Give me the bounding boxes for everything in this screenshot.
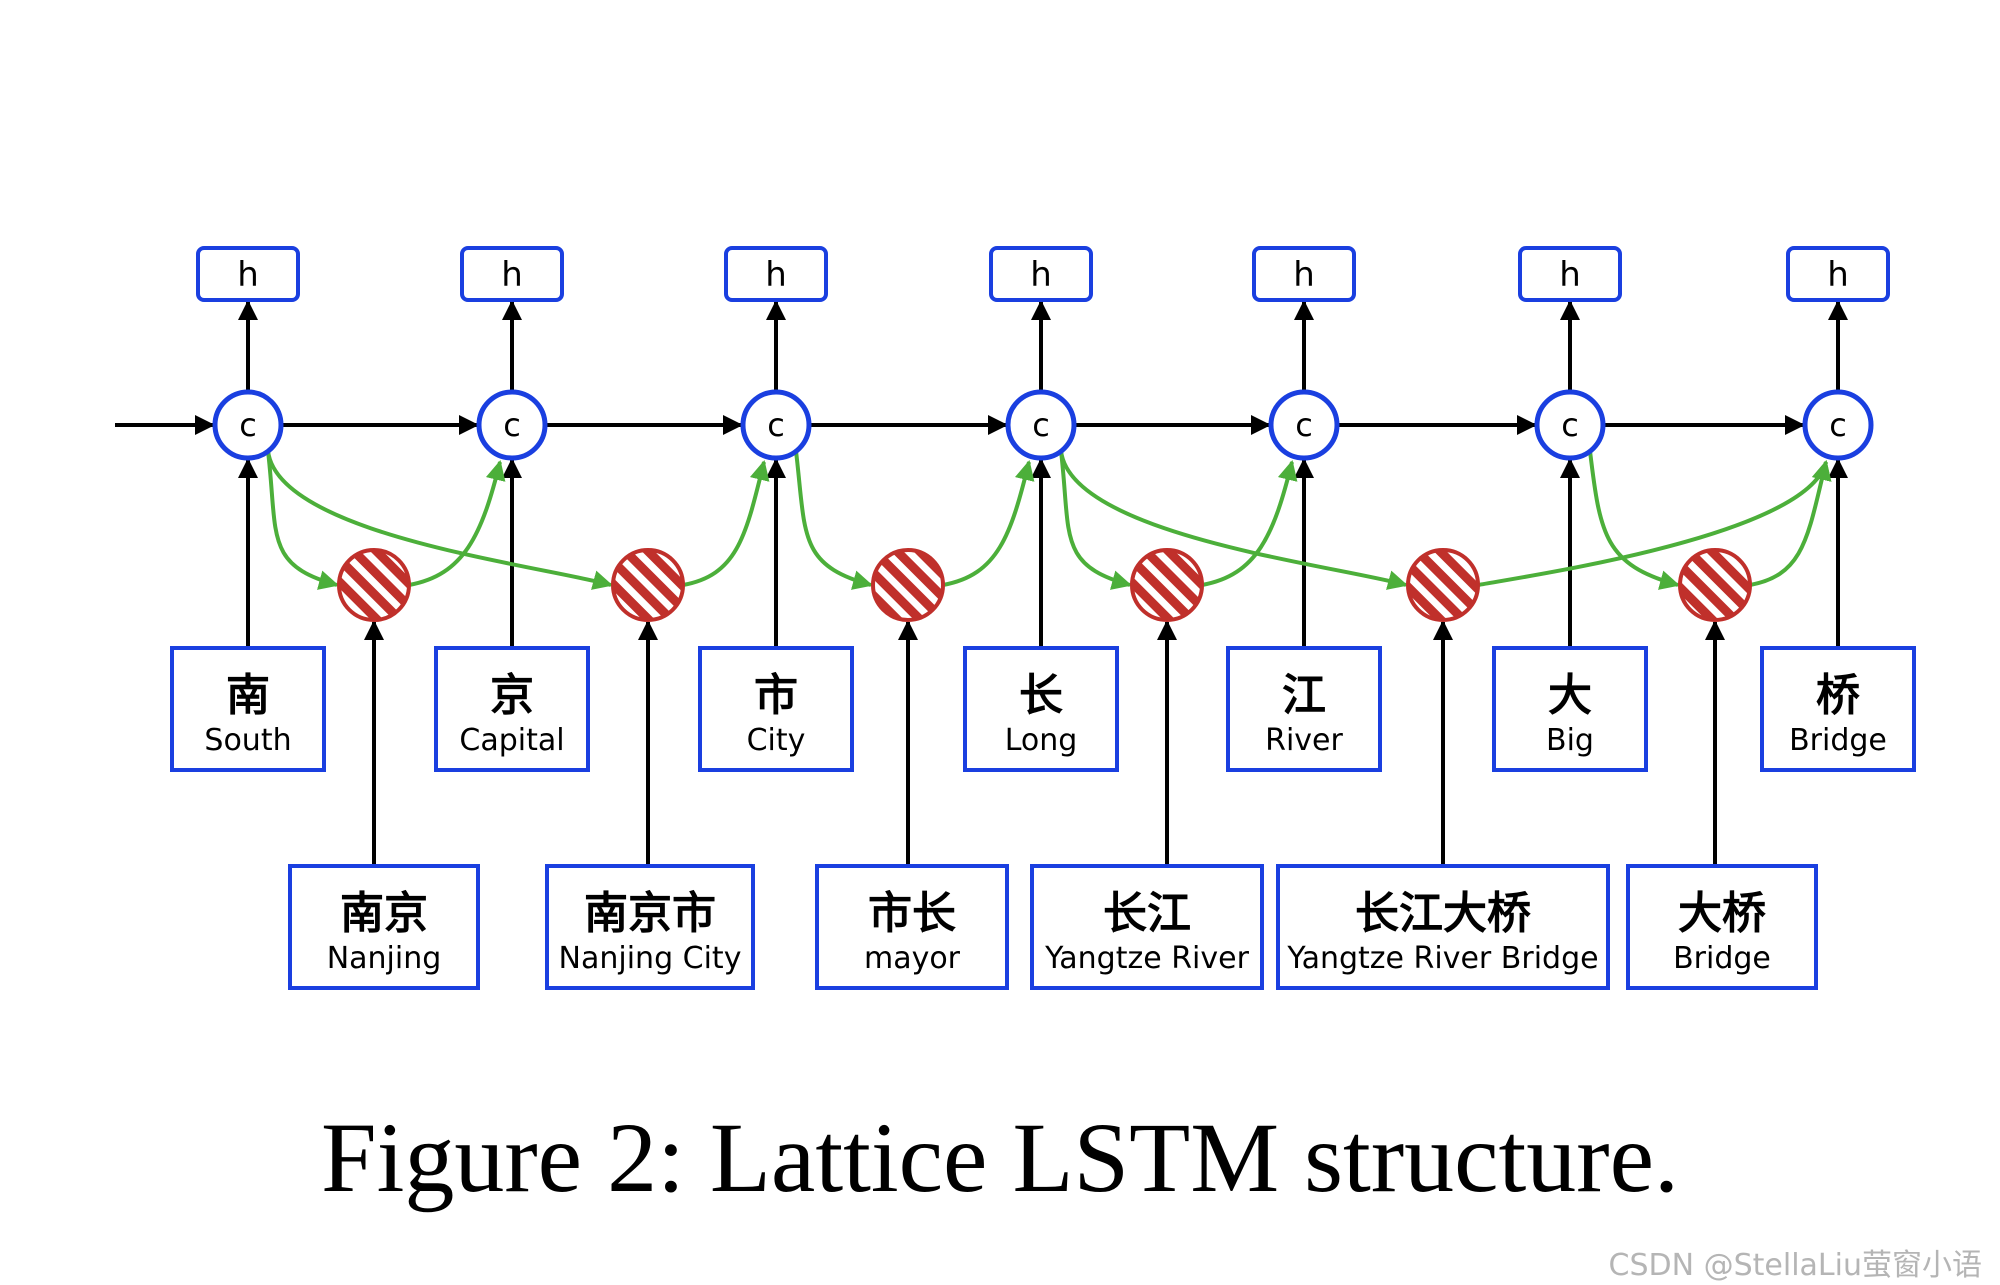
word-zh: 长江 [1103,888,1191,939]
hidden-state-label: h [237,255,259,295]
cell-label: c [767,406,785,444]
word-box [1276,864,1610,990]
hidden-state-box [1252,246,1356,302]
cell-node [212,389,284,461]
word-box [815,864,1009,990]
cell-node [740,389,812,461]
cell-label: c [1295,406,1313,444]
char-zh: 长 [1019,670,1063,721]
word-edge-out [1749,460,1832,587]
char-box [698,646,854,772]
word-en: Nanjing City [559,941,742,976]
word-cell-node [337,548,411,622]
word-box [1626,864,1818,990]
hidden-state-box [1786,246,1890,302]
word-cell-node [1406,548,1480,622]
char-en: Capital [459,723,564,758]
hidden-state-label: h [501,255,523,295]
char-box [1226,646,1382,772]
cell-label: c [239,406,257,444]
word-en: mayor [864,941,961,976]
char-en: City [747,723,806,758]
char-box [434,646,590,772]
hidden-state-label: h [765,255,787,295]
char-en: Big [1546,723,1594,758]
char-box [963,646,1119,772]
word-cell-node [611,548,685,622]
word-en: Bridge [1673,941,1771,976]
cell-node [1005,389,1077,461]
char-zh: 大 [1548,670,1592,721]
char-zh: 桥 [1816,670,1860,721]
word-edge-in [1059,450,1408,590]
edges-layer [115,300,1848,866]
char-en: Long [1005,723,1078,758]
cell-label: c [1032,406,1050,444]
word-box [545,864,755,990]
char-zh: 南 [226,670,270,721]
char-zh: 江 [1282,670,1326,721]
hidden-state-label: h [1030,255,1052,295]
word-edge-in [266,450,339,590]
word-zh: 南京市 [584,888,716,939]
word-cell-node [871,548,945,622]
hidden-state-label: h [1559,255,1581,295]
cell-node [1802,389,1874,461]
cell-node [476,389,548,461]
word-edge-out [1477,460,1832,587]
hidden-state-label: h [1827,255,1849,295]
hidden-state-box [724,246,828,302]
hidden-state-box [196,246,300,302]
char-box [170,646,326,772]
word-box [1030,864,1264,990]
hidden-state-box [1518,246,1622,302]
hidden-state-box [460,246,564,302]
word-zh: 南京 [340,888,428,939]
char-box [1760,646,1916,772]
word-cell-node [1130,548,1204,622]
cell-node [1268,389,1340,461]
char-en: Bridge [1789,723,1887,758]
word-edge-in [266,450,613,590]
char-en: River [1265,723,1343,758]
word-box [288,864,480,990]
word-zh: 长江大桥 [1355,888,1531,939]
cell-label: c [1561,406,1579,444]
cell-node [1534,389,1606,461]
word-zh: 大桥 [1678,888,1766,939]
char-box [1492,646,1648,772]
char-zh: 市 [754,670,798,721]
word-edge-in [1059,450,1132,590]
word-cell-node [1678,548,1752,622]
word-en: Yangtze River Bridge [1286,941,1598,976]
word-edge-out [1201,460,1298,587]
char-zh: 京 [490,670,534,721]
hidden-state-box [989,246,1093,302]
watermark: CSDN @StellaLiu萤窗小语 [1608,1248,1982,1283]
word-en: Yangtze River [1044,941,1250,976]
word-en: Nanjing [327,941,442,976]
cell-label: c [503,406,521,444]
word-edge-out [942,460,1035,587]
hidden-state-label: h [1293,255,1315,295]
word-zh: 市长 [868,888,956,939]
word-edge-in [794,450,873,590]
cell-label: c [1829,406,1847,444]
word-edge-out [408,460,506,587]
figure-caption: Figure 2: Lattice LSTM structure. [320,1102,1679,1213]
word-edge-out [682,460,770,587]
word-edge-in [1588,450,1680,590]
char-en: South [204,723,291,758]
